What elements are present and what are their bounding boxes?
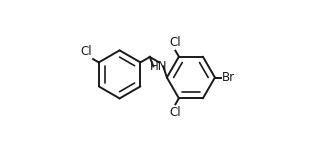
Text: Cl: Cl: [169, 36, 181, 49]
Text: Br: Br: [222, 71, 235, 84]
Text: HN: HN: [150, 60, 167, 73]
Text: Cl: Cl: [169, 106, 181, 119]
Text: Cl: Cl: [81, 45, 92, 58]
